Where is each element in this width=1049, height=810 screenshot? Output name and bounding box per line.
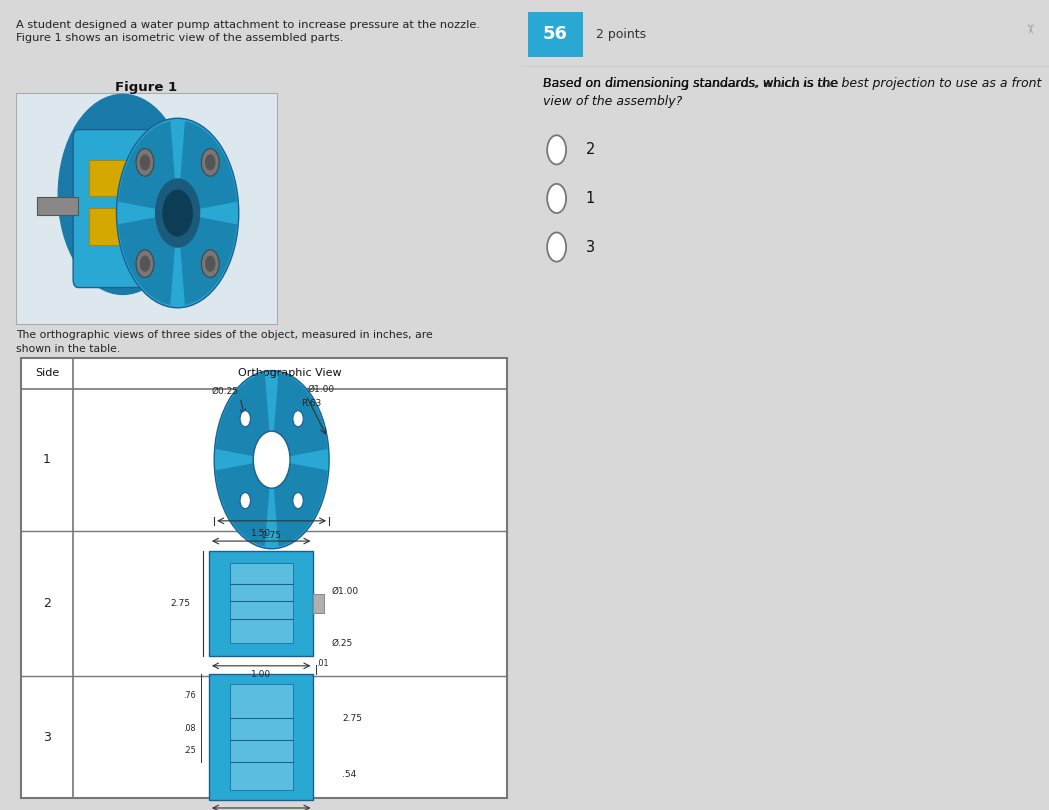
Bar (16, 93, 277, 324)
Text: .08: .08 (184, 724, 196, 733)
Circle shape (59, 94, 188, 294)
Text: 1: 1 (585, 191, 595, 206)
Circle shape (201, 250, 219, 278)
Bar (314, 594, 324, 613)
Circle shape (140, 154, 150, 170)
Wedge shape (216, 460, 272, 546)
Text: Ø1.00: Ø1.00 (307, 385, 335, 394)
Text: Ø0.25: Ø0.25 (212, 386, 239, 395)
Text: .76: .76 (184, 691, 196, 700)
Text: 2.75: 2.75 (342, 714, 362, 723)
Text: 2: 2 (585, 143, 595, 157)
Circle shape (205, 154, 215, 170)
Circle shape (140, 256, 150, 272)
Wedge shape (177, 121, 237, 213)
Text: The orthographic views of three sides of the object, measured in inches, are
sho: The orthographic views of three sides of… (16, 330, 432, 354)
Text: Based on dimensioning standards, which is the: Based on dimensioning standards, which i… (543, 77, 842, 90)
Wedge shape (177, 213, 237, 305)
Circle shape (136, 148, 154, 176)
Text: Orthographic View: Orthographic View (238, 369, 342, 378)
Circle shape (205, 256, 215, 272)
Wedge shape (216, 373, 272, 460)
Wedge shape (119, 121, 177, 213)
Text: Figure 1: Figure 1 (115, 81, 177, 94)
Bar (230, 564, 293, 643)
Circle shape (116, 118, 239, 308)
Circle shape (240, 492, 251, 509)
Circle shape (240, 411, 251, 427)
Circle shape (201, 148, 219, 176)
Text: Side: Side (35, 369, 59, 378)
Text: R.63: R.63 (301, 399, 322, 408)
FancyBboxPatch shape (73, 130, 183, 288)
Wedge shape (272, 460, 327, 546)
Bar (37, 197, 79, 215)
Circle shape (136, 250, 154, 278)
Bar (209, 551, 314, 656)
Text: 56: 56 (543, 25, 569, 44)
Bar (89, 208, 146, 245)
Circle shape (548, 184, 566, 213)
Circle shape (548, 232, 566, 262)
Text: 2 points: 2 points (596, 28, 646, 41)
Text: 1.00: 1.00 (251, 670, 272, 679)
Text: .25: .25 (184, 746, 196, 756)
Text: Ø1.00: Ø1.00 (331, 586, 359, 595)
Text: ✂: ✂ (1022, 23, 1034, 33)
Circle shape (548, 135, 566, 164)
Text: Based on dimensioning standards, which is the best projection to use as a front
: Based on dimensioning standards, which i… (543, 77, 1042, 108)
Bar (209, 674, 314, 799)
Circle shape (253, 431, 290, 488)
Bar (21, 358, 507, 798)
Text: Ø.25: Ø.25 (331, 639, 352, 648)
Text: 2.75: 2.75 (261, 531, 281, 540)
Circle shape (155, 179, 199, 247)
Text: 2: 2 (43, 597, 51, 610)
Bar (528, 12, 583, 57)
Text: 3: 3 (585, 240, 595, 254)
Circle shape (293, 411, 303, 427)
Bar (89, 160, 146, 196)
Circle shape (293, 492, 303, 509)
Wedge shape (272, 373, 327, 460)
Text: A student designed a water pump attachment to increase pressure at the nozzle.
F: A student designed a water pump attachme… (16, 20, 479, 44)
Text: 1.50: 1.50 (251, 529, 272, 538)
Text: 3: 3 (43, 731, 51, 744)
Circle shape (214, 371, 329, 549)
Bar (230, 684, 293, 790)
Wedge shape (119, 213, 177, 305)
Text: 1: 1 (43, 453, 51, 467)
Text: 2.75: 2.75 (171, 599, 191, 608)
Circle shape (163, 190, 192, 236)
Text: .54: .54 (342, 770, 357, 779)
Text: .01: .01 (316, 659, 328, 667)
